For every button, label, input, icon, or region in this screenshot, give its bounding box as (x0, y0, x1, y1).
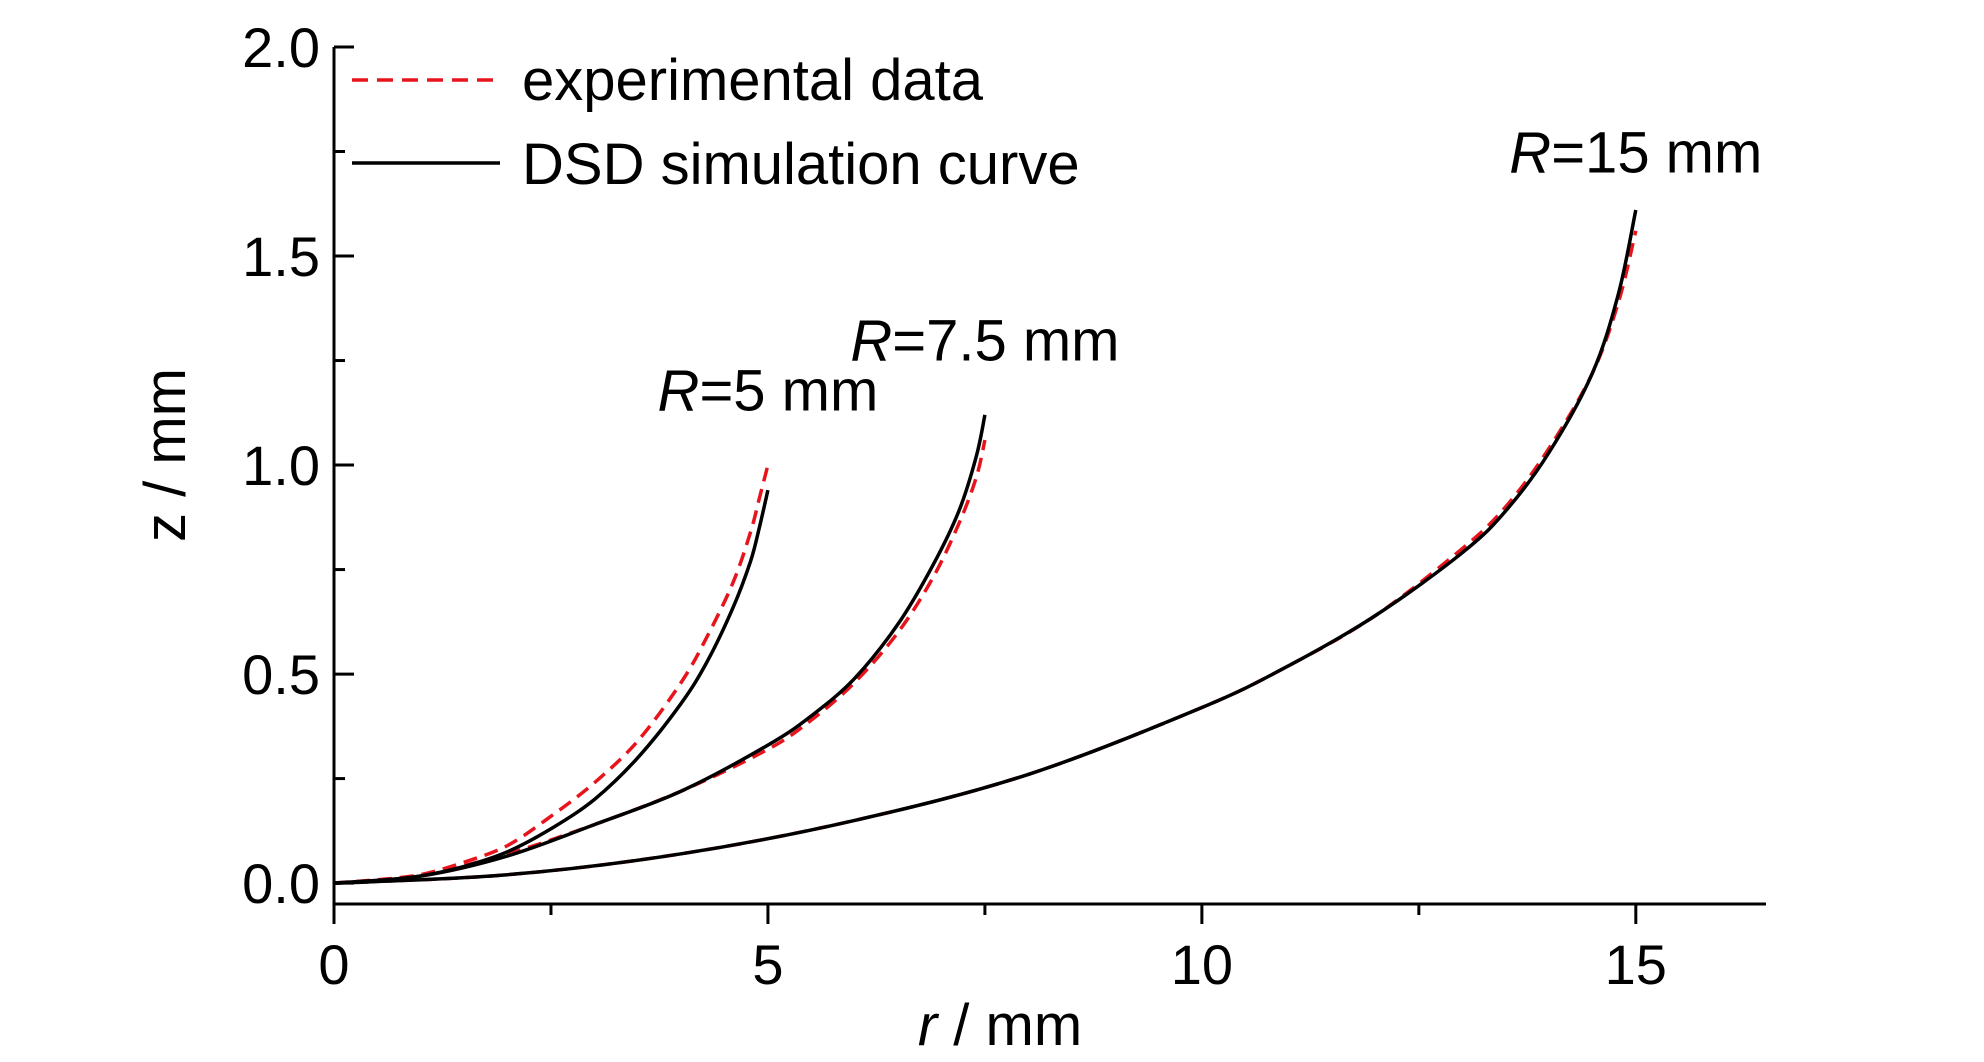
annotation-var: R (1509, 120, 1551, 185)
x-axis-title-unit: / mm (937, 993, 1082, 1058)
x-tick-label: 10 (1171, 933, 1233, 996)
x-ticks: 0 5 10 15 (318, 904, 1667, 996)
simulation-curve-5mm (333, 489, 770, 885)
annotation-value: =7.5 mm (892, 309, 1119, 374)
legend-label-simulation: DSD simulation curve (522, 132, 1080, 197)
y-tick-label: 0.5 (242, 643, 320, 706)
annotation-var: R (850, 309, 892, 374)
simulation-curve-7_5mm (333, 414, 987, 885)
y-tick-label: 1.5 (242, 225, 320, 288)
x-tick-label: 15 (1605, 933, 1667, 996)
curve-annotation: R=7.5 mm (850, 309, 1119, 374)
experimental-curve-7_5mm (333, 439, 987, 885)
y-ticks: 0.0 0.5 1.0 1.5 2.0 (242, 16, 354, 915)
legend-label-experimental: experimental data (522, 48, 984, 113)
curve-annotation: R=5 mm (658, 359, 879, 424)
y-tick-label: 1.0 (242, 434, 320, 497)
curves (333, 209, 1638, 885)
x-tick-label: 0 (318, 933, 349, 996)
curve-annotation: R=15 mm (1509, 120, 1762, 185)
plot-area: 0.00.51.01.52.0 0 5 10 15 R=5 mmR=7.5 mmR=1… (242, 16, 1766, 996)
annotation-var: R (658, 359, 700, 424)
x-axis-title: r / mm (918, 993, 1082, 1058)
simulation-curve-15mm (333, 209, 1638, 885)
y-axis-title: z / mm (133, 368, 198, 542)
x-axis-title-var: r (918, 993, 940, 1058)
axes: 0.0 0.5 1.0 1.5 2.0 0 5 10 15 (242, 16, 1766, 996)
y-tick-label: 2.0 (242, 16, 320, 79)
annotation-value: =15 mm (1551, 120, 1762, 185)
experimental-curve-5mm (333, 464, 770, 885)
annotations: R=5 mmR=7.5 mmR=15 mm (658, 120, 1763, 423)
annotation-value: =5 mm (699, 359, 878, 424)
y-tick-label: 0.0 (242, 852, 320, 915)
legend: experimental data DSD simulation curve (352, 48, 1080, 197)
x-tick-label: 5 (752, 933, 783, 996)
